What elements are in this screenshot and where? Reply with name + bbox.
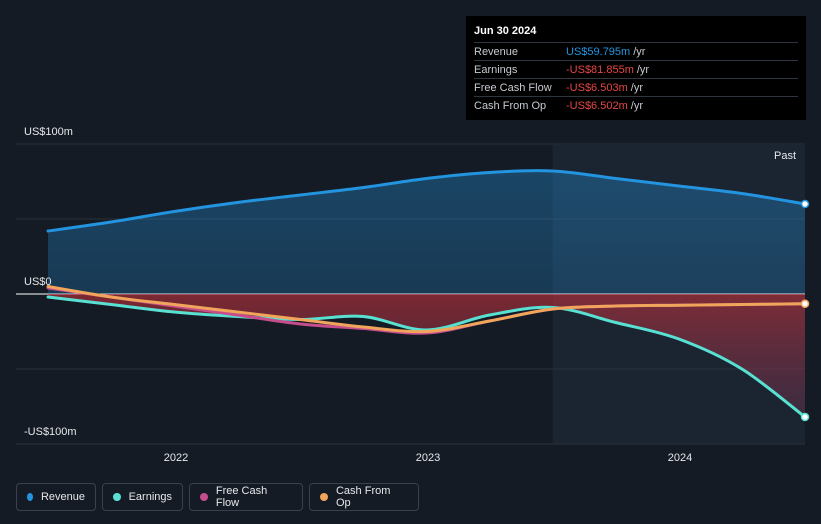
tooltip-value: -US$6.503m bbox=[566, 81, 628, 94]
legend-label: Free Cash Flow bbox=[215, 485, 268, 509]
past-label: Past bbox=[774, 150, 797, 162]
legend-dot-icon bbox=[200, 493, 208, 501]
legend-label: Earnings bbox=[128, 491, 172, 503]
tooltip-label: Cash From Op bbox=[474, 99, 547, 112]
legend-label: Cash From Op bbox=[335, 485, 391, 509]
revenue-end-point bbox=[800, 199, 810, 209]
tooltip-date: Jun 30 2024 bbox=[474, 25, 537, 37]
tooltip-label: Free Cash Flow bbox=[474, 81, 552, 94]
y-tick-label-top: US$100m bbox=[24, 126, 73, 138]
tooltip-value: -US$81.855m bbox=[566, 63, 634, 76]
tooltip-label: Earnings bbox=[474, 63, 518, 76]
tooltip-unit: /yr bbox=[630, 81, 643, 94]
x-tick-label-2024: 2024 bbox=[667, 452, 693, 464]
legend-earnings[interactable]: Earnings bbox=[102, 483, 183, 511]
tooltip-label: Revenue bbox=[474, 45, 519, 58]
earnings-line bbox=[46, 295, 807, 419]
legend-revenue[interactable]: Revenue bbox=[16, 483, 96, 511]
tooltip-value: -US$6.502m bbox=[566, 99, 628, 112]
y-tick-label-bottom: -US$100m bbox=[24, 426, 77, 438]
tooltip-row-cash-from-op: Cash From Op -US$6.502m /yr bbox=[474, 96, 798, 114]
legend-dot-icon bbox=[113, 493, 121, 501]
legend-free-cash-flow[interactable]: Free Cash Flow bbox=[189, 483, 303, 511]
x-tick-label-2023: 2023 bbox=[415, 452, 441, 464]
tooltip-value: US$59.795m bbox=[566, 45, 631, 58]
legend-label: Revenue bbox=[40, 491, 85, 503]
series-end-markers bbox=[800, 199, 810, 422]
earnings-end-point bbox=[800, 412, 810, 422]
series-fills bbox=[48, 170, 805, 417]
cash-from-op-line bbox=[46, 285, 807, 334]
revenue-area bbox=[48, 170, 805, 294]
data-tooltip: Jun 30 2024 Revenue US$59.795m /yr Earni… bbox=[466, 16, 806, 120]
earnings-area bbox=[48, 294, 805, 417]
y-tick-label-zero: US$0 bbox=[24, 276, 52, 288]
tooltip-unit: /yr bbox=[636, 63, 650, 76]
legend-dot-icon bbox=[320, 493, 328, 501]
legend-dot-icon bbox=[27, 493, 33, 501]
legend-cash-from-op[interactable]: Cash From Op bbox=[309, 483, 419, 511]
cash-from-op-end-point bbox=[800, 299, 810, 308]
tooltip-row-free-cash-flow: Free Cash Flow -US$6.503m /yr bbox=[474, 78, 798, 96]
series-lines bbox=[46, 169, 807, 419]
tooltip-row-earnings: Earnings -US$81.855m /yr bbox=[474, 60, 798, 78]
x-tick-label-2022: 2022 bbox=[163, 452, 189, 464]
tooltip-unit: /yr bbox=[630, 99, 643, 112]
revenue-line bbox=[46, 169, 807, 233]
tooltip-unit: /yr bbox=[633, 45, 646, 58]
tooltip-row-revenue: Revenue US$59.795m /yr bbox=[474, 42, 798, 60]
